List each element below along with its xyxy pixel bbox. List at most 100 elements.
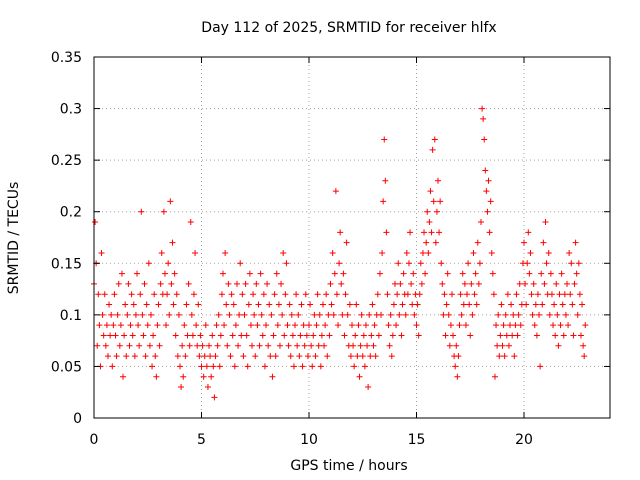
data-point (469, 311, 476, 318)
data-point (250, 291, 257, 298)
data-point (336, 260, 343, 267)
data-point (383, 229, 390, 236)
data-point (327, 280, 334, 287)
data-point (293, 291, 300, 298)
data-point (496, 353, 503, 360)
data-point (361, 363, 368, 370)
data-point (355, 322, 362, 329)
data-point (194, 342, 201, 349)
data-point (494, 342, 501, 349)
data-point (237, 260, 244, 267)
data-point (369, 301, 376, 308)
data-point (575, 260, 582, 267)
data-point (489, 270, 496, 277)
data-point (285, 342, 292, 349)
data-point (236, 311, 243, 318)
data-point (570, 332, 577, 339)
data-point (308, 342, 315, 349)
data-point (456, 322, 463, 329)
data-point (326, 332, 333, 339)
data-point (312, 353, 319, 360)
data-point (98, 249, 105, 256)
data-point (329, 249, 336, 256)
data-point (246, 270, 253, 277)
data-point (354, 353, 361, 360)
data-point (574, 311, 581, 318)
data-point (202, 322, 209, 329)
data-point (360, 332, 367, 339)
data-point (400, 270, 407, 277)
data-point (324, 353, 331, 360)
data-point (379, 249, 386, 256)
plot-frame (93, 56, 611, 419)
data-point (268, 311, 275, 318)
data-point (233, 280, 240, 287)
data-point (414, 301, 421, 308)
data-point (222, 249, 229, 256)
data-point (421, 229, 428, 236)
data-point (510, 311, 517, 318)
data-point (380, 198, 387, 205)
data-point (283, 260, 290, 267)
data-point (165, 260, 172, 267)
data-point (189, 332, 196, 339)
data-point (490, 291, 497, 298)
data-point (273, 270, 280, 277)
data-point (389, 332, 396, 339)
data-point (112, 332, 119, 339)
data-point (247, 322, 254, 329)
data-point (515, 311, 522, 318)
data-point (466, 301, 473, 308)
data-point (278, 280, 285, 287)
data-point (147, 311, 154, 318)
data-point (169, 239, 176, 246)
x-axis-label: GPS time / hours (290, 458, 407, 474)
data-point (178, 384, 185, 391)
data-point (537, 363, 544, 370)
data-point (117, 322, 124, 329)
data-point (328, 301, 335, 308)
data-point (118, 270, 125, 277)
data-point (240, 353, 247, 360)
data-point (136, 342, 143, 349)
data-point (441, 291, 448, 298)
data-point (443, 301, 450, 308)
data-point (372, 353, 379, 360)
data-point (514, 332, 521, 339)
data-point (423, 239, 430, 246)
data-point (343, 239, 350, 246)
data-point (397, 280, 404, 287)
data-point (508, 301, 515, 308)
data-point (538, 270, 545, 277)
x-tick-label: 20 (515, 432, 533, 448)
data-point (209, 332, 216, 339)
y-tick-label: 0.05 (51, 359, 82, 375)
data-point (393, 322, 400, 329)
data-point (341, 332, 348, 339)
data-point (384, 291, 391, 298)
data-point (269, 373, 276, 380)
data-point (353, 301, 360, 308)
data-point (426, 219, 433, 226)
y-tick-label: 0.1 (60, 308, 82, 324)
data-point (571, 280, 578, 287)
data-point (344, 311, 351, 318)
data-point (356, 373, 363, 380)
data-point (505, 342, 512, 349)
data-point (281, 332, 288, 339)
data-point (342, 291, 349, 298)
data-point (152, 353, 159, 360)
data-point (462, 322, 469, 329)
data-point (413, 322, 420, 329)
data-point (509, 332, 516, 339)
data-point (325, 311, 332, 318)
data-point (429, 146, 436, 153)
data-point (195, 301, 202, 308)
data-point (504, 291, 511, 298)
data-point (314, 291, 321, 298)
data-point (161, 270, 168, 277)
data-point (307, 301, 314, 308)
data-point (309, 363, 316, 370)
data-point (287, 353, 294, 360)
data-point (231, 363, 238, 370)
